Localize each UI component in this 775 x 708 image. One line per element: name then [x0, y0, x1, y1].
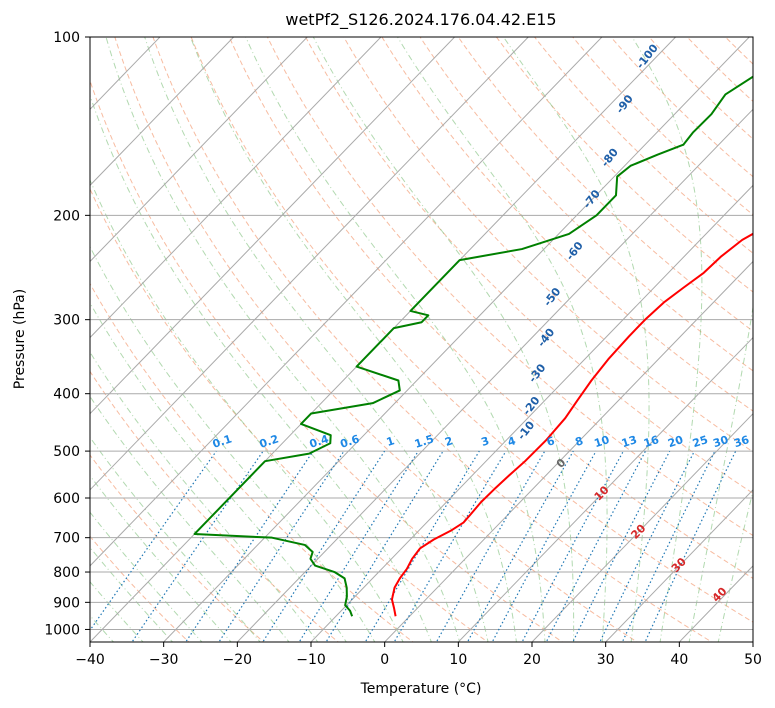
moist-adiabat: [90, 581, 144, 642]
dry-adiabat: [152, 37, 713, 642]
chart-title: wetPf2_S126.2024.176.04.42.E15: [285, 10, 556, 30]
isotherm-line: [162, 37, 750, 642]
dry-adiabat: [343, 37, 753, 453]
temperature-line: [390, 232, 753, 617]
isotherm-line: [604, 489, 753, 642]
x-tick-label: 50: [744, 652, 762, 668]
mixing-ratio-line: [545, 450, 647, 642]
x-tick-label: −30: [149, 652, 179, 668]
dry-adiabat: [750, 24, 775, 645]
dry-adiabat: [381, 37, 753, 412]
x-tick-label: −10: [296, 652, 326, 668]
isotherm-line: [752, 641, 753, 642]
plot-frame: [89, 36, 754, 643]
isopleth-label: 0.2: [258, 432, 281, 450]
dry-adiabat: [90, 370, 340, 642]
dry-adiabat: [228, 37, 753, 579]
isotherm-line: [531, 412, 753, 642]
isotherm-line: [90, 37, 308, 263]
isopleth-label: 0.1: [211, 432, 234, 450]
isopleth-label: 36: [732, 433, 751, 450]
moist-adiabat: [90, 546, 174, 642]
isopleth-label: 1: [385, 434, 396, 449]
x-tick-label: 40: [670, 652, 688, 668]
y-tick-label: 700: [53, 531, 80, 547]
dry-adiabat: [90, 79, 564, 642]
dry-adiabat: [190, 37, 753, 623]
isotherm-line: [90, 37, 235, 187]
mixing-ratio-line: [491, 450, 597, 642]
isopleth-label: 13: [620, 433, 639, 450]
dry-adiabat: [266, 37, 753, 537]
y-tick-label: 500: [53, 444, 80, 460]
x-tick-label: 0: [380, 652, 389, 668]
mixing-ratio-line: [466, 450, 574, 642]
isotherm-line: [90, 37, 456, 415]
isotherm-line: [457, 336, 753, 642]
isopleth-label: 1.5: [413, 432, 436, 450]
dry-adiabat: [114, 37, 638, 642]
isopleth-label: 4: [506, 434, 518, 449]
dry-adiabat: [305, 37, 753, 494]
moist-adiabat: [90, 93, 432, 642]
isotherm-line: [383, 260, 753, 642]
mixing-ratio-line: [521, 450, 624, 642]
mixing-ratio-line: [218, 450, 345, 642]
isopleth-label: 16: [642, 433, 661, 450]
y-tick-label: 300: [53, 313, 80, 329]
moist-adiabat: [90, 511, 203, 642]
mixing-ratio-line: [131, 450, 264, 642]
y-tick-label: 1000: [44, 622, 80, 638]
isopleth-label: 10: [593, 433, 612, 450]
isopleth-label: 30: [711, 433, 730, 450]
isopleth-label: 0.6: [339, 432, 362, 450]
moist-adiabat: [90, 301, 347, 642]
x-axis-label: Temperature (°C): [360, 681, 482, 697]
dry-adiabat: [457, 37, 753, 332]
dewpoint-line: [193, 75, 753, 617]
isopleth-label: 3: [479, 434, 490, 449]
dry-adiabat: [419, 37, 753, 372]
dry-adiabat: [533, 37, 753, 254]
y-tick-label: 900: [53, 595, 80, 611]
y-tick-label: 400: [53, 387, 80, 403]
plot-background: [90, 37, 753, 642]
x-tick-label: −20: [223, 652, 253, 668]
mixing-ratio-line: [393, 450, 507, 642]
x-tick-label: −40: [75, 652, 105, 668]
isopleth-label: 25: [691, 433, 710, 450]
plot-area: [90, 24, 775, 645]
mixing-ratio-line: [435, 450, 546, 642]
mixing-ratio-line: [90, 450, 217, 632]
isotherm-line: [236, 108, 753, 642]
y-tick-label: 800: [53, 565, 80, 581]
axis-ticks: −40 −30 −20 −10 0 10 20 30 40 5010020030040050060…: [44, 30, 762, 668]
isotherm-line: [90, 37, 529, 491]
mixing-ratio-line: [325, 450, 444, 642]
mixing-ratio-line: [572, 450, 671, 642]
dry-adiabat: [90, 454, 265, 642]
isopleth-label: 0.4: [308, 432, 331, 450]
isotherm-line: [310, 184, 753, 642]
isotherm-line: [90, 37, 603, 567]
y-tick-label: 100: [53, 30, 80, 46]
y-axis-label: Pressure (hPa): [12, 289, 28, 389]
y-tick-label: 600: [53, 491, 80, 507]
x-tick-label: 30: [597, 652, 615, 668]
isotherm-line: [90, 37, 382, 339]
isopleth-labels: -100-90-80-70-60-50-40-30-20-100.1 0.2 0.4…: [211, 41, 751, 604]
isopleth-label: 2: [443, 434, 454, 449]
isopleth-label: 20: [666, 433, 685, 450]
y-tick-label: 200: [53, 208, 80, 224]
x-tick-label: 20: [523, 652, 541, 668]
isopleth-label: 8: [573, 434, 584, 449]
isopleth-label: 6: [545, 434, 557, 449]
x-tick-label: 10: [449, 652, 467, 668]
